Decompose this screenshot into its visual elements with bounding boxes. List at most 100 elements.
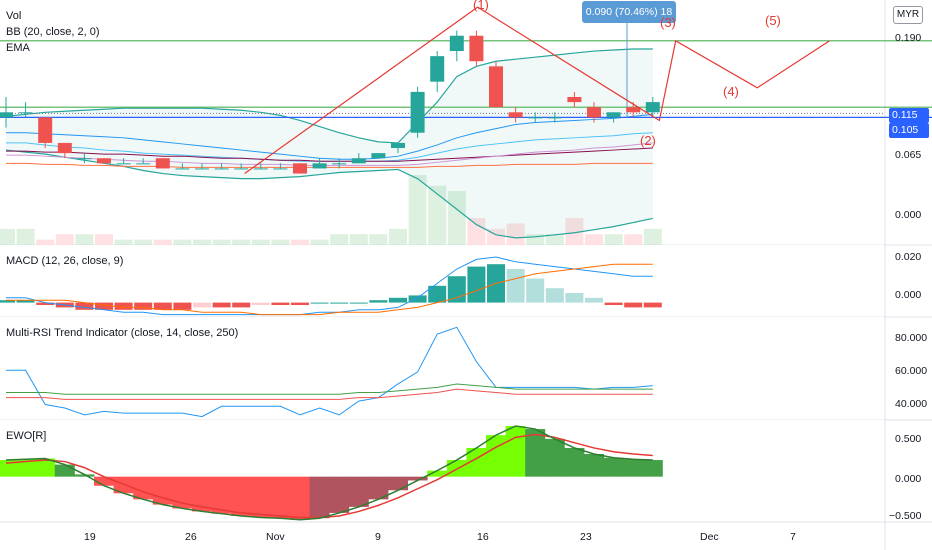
candle-body [57,142,72,154]
ewo-bar [94,476,114,486]
y-tick-ewo-1: 0.500 [895,433,922,445]
macd-histogram-bar [369,300,388,303]
x-tick-16: 16 [477,531,489,543]
macd-histogram-bar [251,302,270,305]
volume-bar [447,191,466,245]
candle-body [547,117,562,119]
candle-body [293,163,307,174]
volume-bar [506,223,525,245]
rsi-line [6,326,653,418]
ewo-bar [309,476,330,519]
volume-bar [604,234,623,245]
measure-tooltip: 0.090 (70.46%) 18 [582,1,676,23]
macd-histogram-bar [624,302,643,308]
candle-body [645,102,660,113]
candle-body [391,142,405,149]
volume-bar [173,239,192,245]
volume-bar [75,234,94,245]
bollinger-label: BB (20, close, 2, 0) [6,26,100,38]
macd-histogram-bar [310,302,329,304]
candle-body [77,158,92,160]
ewo-bar [0,460,16,477]
volume-bar [114,239,133,245]
macd-histogram-bar [95,302,113,310]
ewo-bar [505,426,526,477]
rsi-label: Multi-RSI Trend Indicator (close, 14, cl… [6,327,239,339]
candle-body [195,168,209,170]
ewo-bar [54,464,75,477]
candle-body [626,107,641,113]
macd-histogram-bar [291,302,309,305]
macd-histogram-bar [643,302,662,308]
ewo-bar [348,476,369,507]
volume-bar [467,218,486,245]
macd-histogram-bar [16,300,35,303]
candle-body [38,117,53,143]
macd-histogram-bar [193,302,211,308]
volume-bar [389,228,407,245]
price-tag-115: 0.115 [889,108,929,123]
macd-histogram-bar [36,302,55,305]
bollinger-basis-line [6,113,653,160]
macd-histogram-bar [565,293,584,303]
y-tick-main-3: 0.000 [895,209,922,221]
ewo-bar [427,470,448,477]
ewo-bar [152,476,173,505]
candle-body [175,168,190,170]
ewo-bar [211,476,232,514]
macd-histogram-bar [526,278,545,303]
candle-body [312,163,327,169]
pane-bg-2 [0,317,885,420]
macd-histogram-bar [271,302,290,305]
ewo-bar [192,476,212,512]
ewo-bar [388,476,408,491]
macd-line [6,256,653,316]
ewo-bar [584,454,604,477]
volume-bar [545,234,564,245]
volume-bar [16,228,35,245]
candle-body [567,96,582,103]
volume-bar [153,239,172,245]
macd-histogram-bar [232,302,251,308]
y-tick-main-1: 0.190 [895,32,922,44]
x-tick-dec: Dec [700,531,719,543]
elliott-wave-path [244,6,830,175]
volume-bar [291,239,309,245]
ewo-bar [172,476,193,509]
volume-bar [369,234,388,245]
macd-histogram-bar [408,295,427,303]
y-tick-rsi-2: 60.000 [895,365,928,377]
candle-body [508,112,523,118]
macd-histogram-bar [447,276,466,303]
bollinger-upper-line [5,48,653,144]
volume-bar [193,239,211,245]
ewo-bar [250,476,271,518]
ewo-line [5,425,653,521]
volume-bar [624,234,643,245]
candle-body [97,158,111,164]
currency-badge[interactable]: MYR [893,6,923,24]
ewo-bar [407,476,428,481]
candle-body [136,163,151,165]
volume-bar [349,234,368,245]
volume-bar [271,239,290,245]
y-tick-macd-1: 0.020 [895,251,922,263]
candle-body [528,117,543,119]
candle-body [155,158,170,169]
volume-bar [36,239,55,245]
volume-bar [251,239,270,245]
ewo-bar [290,476,310,520]
volume-bar [232,239,251,245]
macd-label: MACD (12, 26, close, 9) [6,255,124,267]
wave-label-3: (3) [660,15,676,30]
wave-label-5: (5) [765,13,781,28]
ewo-bar [603,457,624,477]
candle-body [273,168,288,170]
y-tick-main-2: 0.065 [895,149,922,161]
ema-pink-line [6,142,653,166]
candle-body [371,153,386,159]
y-tick-ewo-3: −0.500 [889,510,922,522]
ewo-bar [133,476,154,500]
ewo-bar [35,458,56,477]
